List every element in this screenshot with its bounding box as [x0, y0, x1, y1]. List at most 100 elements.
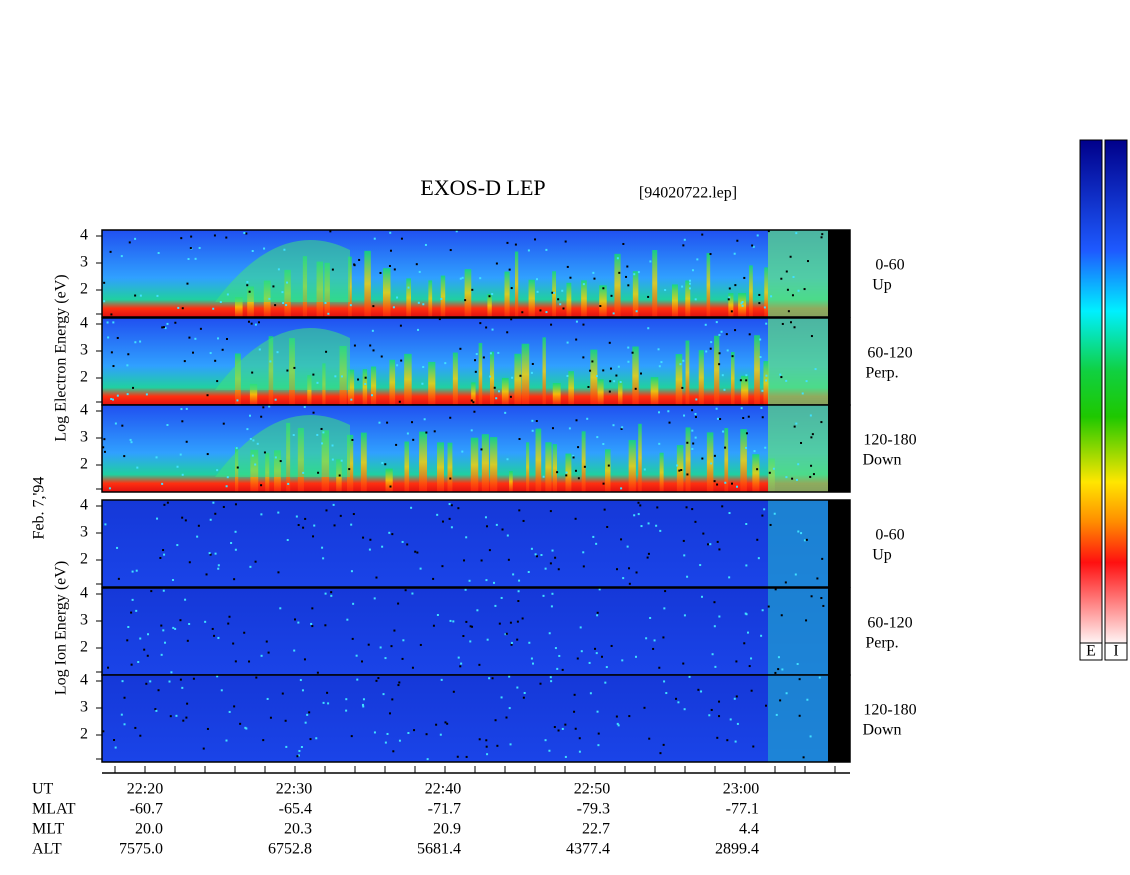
- noise: [721, 374, 724, 377]
- noise: [510, 641, 513, 644]
- noise: [468, 579, 471, 582]
- noise: [371, 329, 374, 332]
- noise: [566, 265, 569, 268]
- noise: [822, 604, 825, 607]
- colorbar: [1079, 139, 1103, 644]
- noise: [535, 278, 538, 281]
- spectrogram-streak: [568, 371, 574, 405]
- noise: [702, 532, 705, 535]
- noise: [696, 258, 699, 261]
- noise: [303, 658, 306, 661]
- noise: [578, 750, 581, 753]
- noise: [500, 696, 503, 699]
- noise: [791, 477, 794, 480]
- noise: [185, 440, 188, 443]
- noise: [373, 237, 376, 240]
- noise: [260, 513, 263, 516]
- data-gap: [828, 318, 850, 405]
- noise: [740, 302, 743, 305]
- noise: [718, 548, 721, 551]
- noise: [713, 480, 716, 483]
- spectrogram: [102, 675, 828, 762]
- noise: [700, 595, 703, 598]
- noise: [779, 699, 782, 702]
- spectrogram-streak: [614, 253, 621, 317]
- noise: [724, 446, 727, 449]
- noise: [352, 602, 355, 605]
- noise: [161, 482, 164, 485]
- noise: [718, 715, 721, 718]
- pitch-direction: Perp.: [865, 635, 898, 652]
- noise: [286, 369, 289, 372]
- spectrogram-streak: [724, 428, 729, 492]
- noise: [607, 464, 610, 467]
- noise: [214, 512, 217, 515]
- noise: [792, 276, 795, 279]
- spectrogram-streak: [471, 382, 476, 405]
- noise: [765, 322, 768, 325]
- noise: [460, 662, 463, 665]
- noise: [277, 268, 280, 271]
- noise: [461, 450, 464, 453]
- spectrogram-streak: [650, 377, 659, 405]
- noise: [510, 643, 513, 646]
- noise: [579, 626, 582, 629]
- spectrogram-streak: [389, 359, 396, 405]
- noise: [441, 565, 444, 568]
- noise: [626, 545, 629, 548]
- noise: [106, 321, 109, 324]
- noise: [169, 715, 172, 718]
- noise: [784, 581, 787, 584]
- noise: [530, 657, 533, 660]
- noise: [116, 546, 119, 549]
- noise: [486, 638, 489, 641]
- noise: [268, 405, 271, 408]
- noise: [489, 375, 492, 378]
- noise: [530, 371, 533, 374]
- noise: [310, 622, 313, 625]
- noise: [206, 453, 209, 456]
- noise: [243, 631, 246, 634]
- noise: [188, 561, 191, 564]
- noise: [103, 300, 106, 303]
- noise: [126, 393, 129, 396]
- noise: [263, 247, 266, 250]
- noise: [728, 287, 731, 290]
- panel-frame: [101, 404, 851, 493]
- noise: [348, 468, 351, 471]
- noise: [330, 594, 333, 597]
- spectrogram-streak: [566, 282, 572, 317]
- noise: [113, 739, 116, 742]
- noise: [435, 723, 438, 726]
- noise: [685, 506, 688, 509]
- noise: [564, 755, 567, 758]
- noise: [602, 443, 605, 446]
- noise: [379, 646, 382, 649]
- noise: [378, 421, 381, 424]
- noise: [668, 421, 671, 424]
- noise: [678, 469, 681, 472]
- noise: [628, 582, 631, 585]
- noise: [123, 723, 126, 726]
- noise: [548, 632, 551, 635]
- ephemeris-value: -65.4: [279, 801, 312, 818]
- noise: [388, 712, 391, 715]
- noise: [561, 668, 564, 671]
- noise: [709, 253, 712, 256]
- noise: [345, 709, 348, 712]
- noise: [377, 677, 380, 680]
- noise: [531, 429, 534, 432]
- noise: [364, 376, 367, 379]
- noise: [423, 418, 426, 421]
- spectrogram-streak: [542, 337, 546, 405]
- noise: [281, 291, 284, 294]
- noise: [789, 321, 792, 324]
- noise: [274, 456, 277, 459]
- noise: [406, 432, 409, 435]
- spectrogram-streak: [698, 350, 704, 405]
- noise: [720, 330, 723, 333]
- noise: [647, 522, 650, 525]
- noise: [384, 657, 387, 660]
- y-axis-label: Log Electron Energy (eV): [53, 274, 70, 441]
- noise: [735, 695, 738, 698]
